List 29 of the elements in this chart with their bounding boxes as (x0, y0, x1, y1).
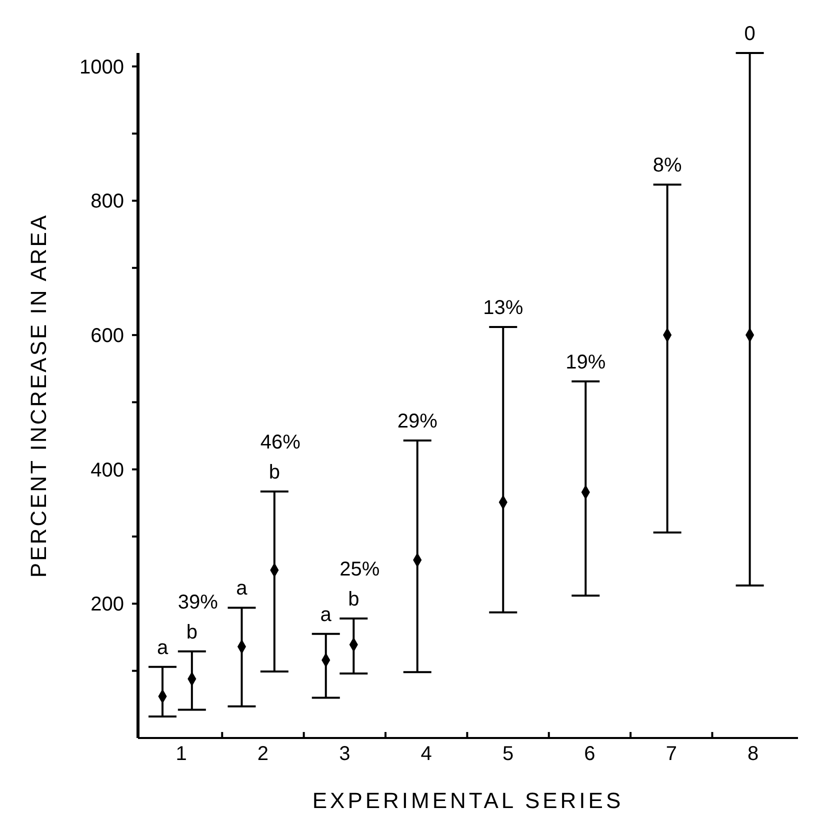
x-tick-label: 3 (339, 743, 350, 765)
y-tick-label: 200 (90, 594, 124, 616)
annotation: a (236, 578, 248, 600)
y-tick-label: 600 (90, 325, 124, 348)
annotation: 46% (260, 432, 301, 454)
annotation: 39% (178, 591, 218, 614)
annotation: 19% (566, 351, 606, 374)
x-tick-label: 2 (257, 743, 269, 765)
y-tick-label: 800 (90, 190, 124, 213)
y-tick-label: 1000 (80, 56, 124, 78)
y-tick-label: 400 (90, 459, 124, 482)
annotation: b (268, 462, 280, 484)
x-axis-title: EXPERIMENTAL SERIES (312, 788, 624, 813)
annotation: 25% (340, 558, 380, 580)
x-tick-label: 8 (748, 743, 759, 765)
annotation: b (348, 588, 360, 610)
annotation: 0 (744, 23, 756, 45)
x-tick-label: 7 (666, 743, 677, 765)
annotation: a (156, 636, 169, 659)
x-tick-label: 5 (502, 743, 514, 765)
y-axis-title: PERCENT INCREASE IN AREA (26, 213, 51, 578)
annotation: b (186, 621, 198, 644)
annotation: 13% (483, 297, 524, 319)
x-tick-label: 1 (176, 743, 187, 765)
annotation: 8% (652, 154, 682, 177)
x-tick-label: 6 (584, 743, 596, 765)
x-tick-label: 4 (420, 743, 432, 765)
annotation: 29% (397, 410, 438, 432)
annotation: a (320, 604, 332, 626)
